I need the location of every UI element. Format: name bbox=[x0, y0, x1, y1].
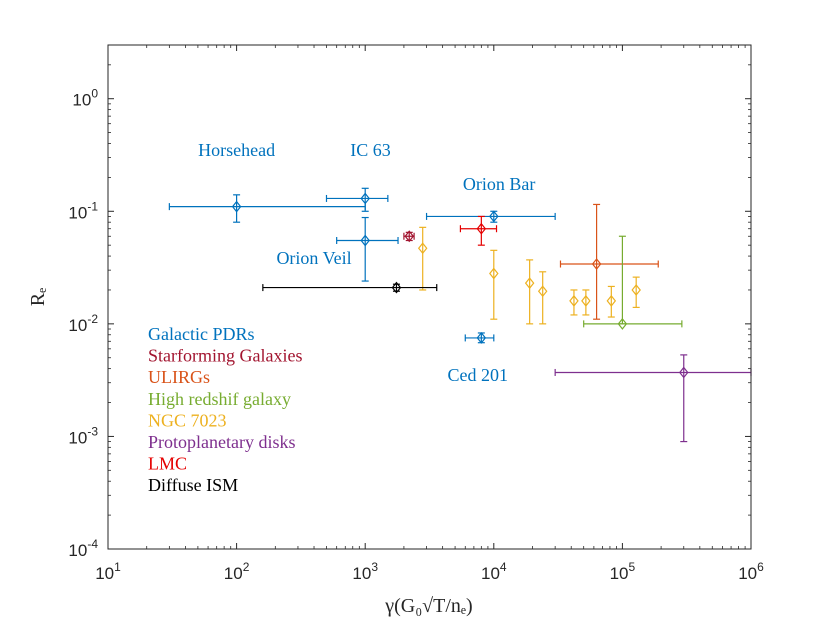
diamond-marker bbox=[404, 230, 415, 243]
data-point bbox=[417, 226, 428, 291]
x-tick-label: 104 bbox=[481, 560, 507, 583]
diamond-marker bbox=[417, 242, 428, 255]
series-diffuse-ism bbox=[262, 281, 438, 294]
diamond-marker bbox=[489, 210, 499, 223]
y-tick-label: 10-2 bbox=[68, 312, 98, 335]
plot-frame bbox=[107, 44, 752, 550]
data-point bbox=[262, 281, 438, 294]
series-protoplanetary-disks bbox=[554, 354, 752, 443]
y-axis-label: Rₑ bbox=[27, 288, 49, 306]
series-galactic-pdrs bbox=[168, 187, 556, 344]
data-point bbox=[569, 289, 579, 316]
data-point bbox=[559, 203, 659, 320]
legend-entry: LMC bbox=[148, 454, 187, 474]
diamond-marker bbox=[476, 331, 487, 344]
annotations: Horsehead IC 63 Orion Bar Orion Veil Ced 201 bbox=[198, 140, 535, 385]
data-point bbox=[403, 230, 415, 243]
data-point bbox=[554, 354, 752, 443]
diamond-marker bbox=[231, 200, 242, 213]
axis-ticks: 101 102 103 104 105 106 10-4 10-3 10-2 10-1 100 bbox=[68, 44, 764, 583]
diamond-marker bbox=[391, 281, 402, 294]
diamond-marker bbox=[617, 317, 628, 330]
diamond-marker bbox=[606, 294, 617, 307]
series-ulirgs bbox=[559, 203, 659, 320]
legend-entry: Galactic PDRs bbox=[148, 324, 254, 344]
data-point bbox=[489, 249, 499, 320]
diamond-marker bbox=[360, 234, 370, 247]
x-tick-label: 101 bbox=[95, 560, 121, 583]
data-point bbox=[583, 235, 683, 330]
legend-entry: High redshif galaxy bbox=[148, 389, 291, 409]
y-tick-label: 10-1 bbox=[68, 199, 98, 222]
series-lmc bbox=[459, 215, 498, 246]
series-high-redshif-galaxy bbox=[583, 235, 683, 330]
annotation-horsehead: Horsehead bbox=[198, 140, 275, 160]
data-point bbox=[425, 210, 556, 223]
data-points bbox=[168, 187, 752, 443]
x-axis-label: γ(G₀√T/nₑ) bbox=[384, 595, 472, 617]
data-point bbox=[325, 187, 389, 212]
data-point bbox=[581, 289, 591, 316]
data-point bbox=[631, 276, 641, 309]
annotation-orion-bar: Orion Bar bbox=[463, 174, 535, 194]
x-tick-label: 103 bbox=[352, 560, 378, 583]
data-point bbox=[524, 259, 535, 325]
diamond-marker bbox=[591, 258, 602, 270]
diamond-marker bbox=[489, 267, 499, 280]
legend-entry: NGC 7023 bbox=[148, 410, 227, 430]
legend-entry: ULIRGs bbox=[148, 367, 210, 387]
diamond-marker bbox=[678, 366, 689, 379]
legend-entry: Starforming Galaxies bbox=[148, 346, 302, 366]
legend-entry: Diffuse ISM bbox=[148, 475, 238, 495]
y-tick-label: 10-3 bbox=[68, 424, 98, 447]
data-point bbox=[606, 285, 617, 318]
y-tick-label: 10-4 bbox=[68, 537, 98, 560]
diamond-marker bbox=[476, 222, 487, 235]
diamond-marker bbox=[360, 192, 370, 205]
diamond-marker bbox=[524, 277, 535, 290]
data-point bbox=[459, 215, 498, 246]
x-tick-label: 106 bbox=[738, 560, 764, 583]
diamond-marker bbox=[537, 285, 548, 298]
data-point bbox=[537, 271, 548, 325]
y-tick-label: 100 bbox=[72, 87, 98, 110]
annotation-orion-veil: Orion Veil bbox=[276, 248, 351, 268]
series-starforming-galaxies bbox=[403, 230, 415, 243]
legend-entry: Protoplanetary disks bbox=[148, 432, 295, 452]
x-tick-label: 105 bbox=[610, 560, 636, 583]
annotation-ced-201: Ced 201 bbox=[447, 365, 508, 385]
annotation-ic-63: IC 63 bbox=[350, 140, 391, 160]
diamond-marker bbox=[631, 284, 641, 296]
data-point bbox=[336, 216, 399, 282]
diamond-marker bbox=[581, 294, 591, 307]
x-tick-label: 102 bbox=[224, 560, 250, 583]
series-ngc-7023 bbox=[417, 226, 641, 325]
data-point bbox=[464, 331, 495, 344]
diamond-marker bbox=[569, 294, 579, 307]
data-point bbox=[168, 194, 366, 223]
